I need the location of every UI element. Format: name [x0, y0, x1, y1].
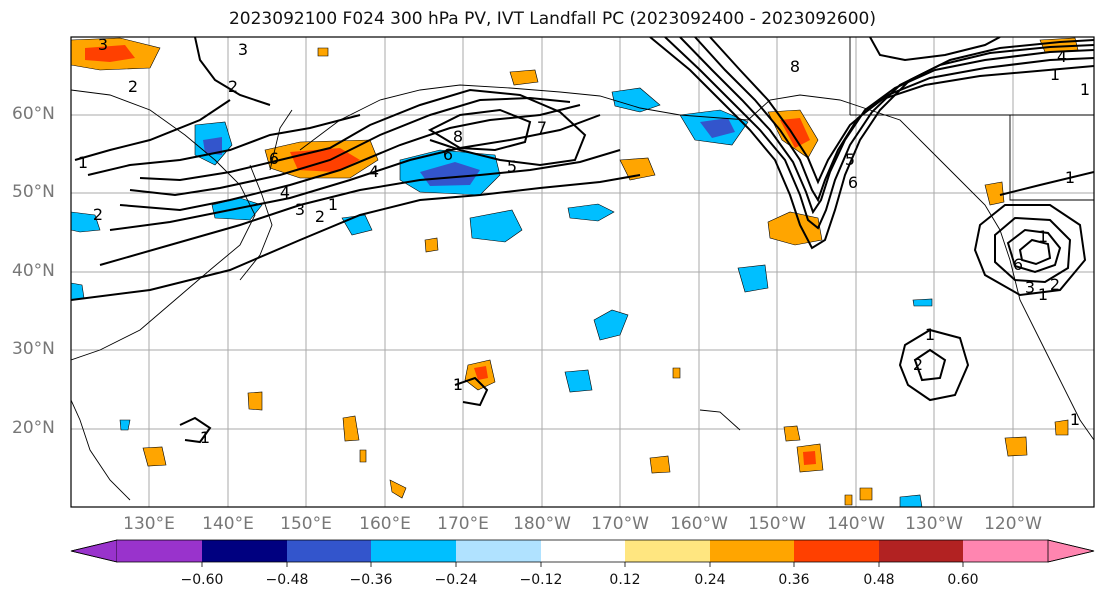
contour-label: 2: [93, 205, 103, 224]
contour-label: 6: [1013, 255, 1023, 274]
colorbar-tick-label: 0.12: [609, 572, 641, 588]
contour-label: 2: [913, 355, 923, 374]
colorbar-tick-label: −0.48: [265, 572, 309, 588]
colorbar-segment: [202, 540, 287, 562]
lon-label: 120°W: [984, 514, 1042, 534]
contour-label: 5: [507, 157, 517, 176]
contour-label: 1: [1038, 227, 1048, 246]
lon-label: 160°E: [359, 514, 411, 534]
contour-label: 3: [1025, 278, 1035, 297]
contour-label: 5: [845, 150, 855, 169]
contour-label: 8: [453, 127, 463, 146]
contour-label: 3: [98, 35, 108, 54]
contour-label: 8: [790, 57, 800, 76]
map-frame: [70, 36, 1095, 508]
contour-label: 2: [315, 207, 325, 226]
coastlines: [71, 37, 1094, 501]
contour-label: 7: [537, 118, 547, 137]
colorbar-tick-label: −0.12: [519, 572, 563, 588]
colorbar: [70, 539, 1095, 567]
lat-label-40n: 40°N: [12, 261, 55, 281]
colorbar-segment: [287, 540, 371, 562]
colorbar-segment: [371, 540, 456, 562]
lat-label-60n: 60°N: [12, 104, 55, 124]
pv-contours: [71, 37, 1094, 444]
colorbar-extend-high: [1047, 539, 1095, 563]
contour-label: 1: [1065, 168, 1075, 187]
lon-label: 180°W: [513, 514, 571, 534]
contour-label: 3: [238, 40, 248, 59]
contour-label: 3: [295, 200, 305, 219]
lat-label-30n: 30°N: [12, 339, 55, 359]
colorbar-segment: [541, 540, 625, 562]
colorbar-segment: [794, 540, 879, 562]
negative-pc-fill: [71, 87, 933, 507]
colorbar-segment: [963, 540, 1048, 562]
contour-label: 1: [200, 428, 210, 447]
map-title: 2023092100 F024 300 hPa PV, IVT Landfall…: [228, 9, 876, 29]
contour-label: 1: [925, 325, 935, 344]
contour-label: 6: [848, 173, 858, 192]
contour-label: 1: [1050, 65, 1060, 84]
colorbar-tick-label: −0.24: [434, 572, 478, 588]
colorbar-tick-label: 0.24: [694, 572, 726, 588]
colorbar-segment: [625, 540, 710, 562]
lon-label: 130°E: [123, 514, 175, 534]
lon-label: 150°E: [280, 514, 332, 534]
contour-label: 2: [1050, 275, 1060, 294]
colorbar-segment: [456, 540, 541, 562]
contour-label: 1: [1080, 80, 1090, 99]
colorbar-segment: [117, 540, 202, 562]
contour-label: 2: [128, 77, 138, 96]
contour-label: 1: [78, 153, 88, 172]
colorbar-tick-label: 0.60: [947, 572, 979, 588]
lat-label-50n: 50°N: [12, 182, 55, 202]
lon-label: 160°W: [670, 514, 728, 534]
lat-label-20n: 20°N: [12, 418, 55, 438]
contour-label: 1: [328, 195, 338, 214]
lon-label: 140°W: [827, 514, 885, 534]
colorbar-tick-label: 0.48: [863, 572, 895, 588]
lon-label: 130°W: [905, 514, 963, 534]
contour-label: 1: [1070, 410, 1080, 429]
lon-label: 150°W: [748, 514, 806, 534]
colorbar-extend-low: [70, 539, 118, 563]
contour-label: 6: [269, 149, 279, 168]
contour-label: 2: [228, 77, 238, 96]
contour-label: 4: [369, 162, 379, 181]
contour-label: 4: [1057, 47, 1067, 66]
lon-label: 170°E: [437, 514, 489, 534]
contour-label: 6: [443, 145, 453, 164]
contour-label: 1: [1038, 285, 1048, 304]
lon-label: 170°W: [591, 514, 649, 534]
contour-label: 4: [280, 183, 290, 202]
contour-label: 1: [453, 375, 463, 394]
colorbar-tick-label: −0.60: [180, 572, 224, 588]
colorbar-tick-label: −0.36: [349, 572, 393, 588]
contour-labels: 3 2 6 4 3 2 1 8 7 5 6 4 1 5 6 8 1 3 2 4 …: [78, 35, 1090, 447]
lon-label: 140°E: [202, 514, 254, 534]
colorbar-segment: [879, 540, 963, 562]
colorbar-tick-label: 0.36: [778, 572, 810, 588]
colorbar-segment: [710, 540, 794, 562]
